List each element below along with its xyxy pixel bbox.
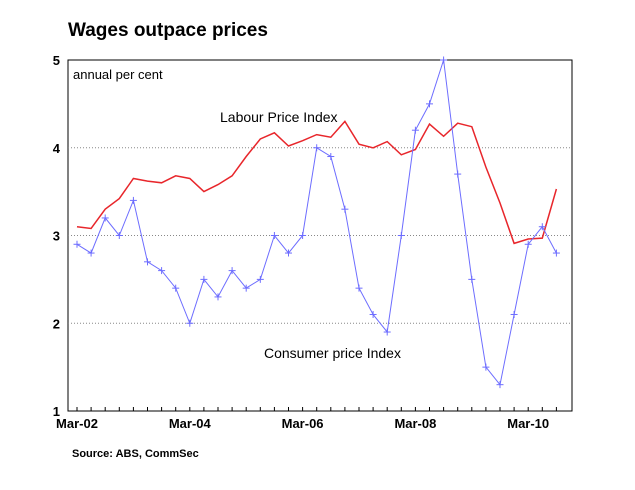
cpi-point	[270, 232, 278, 239]
cpi-point	[355, 284, 363, 292]
cpi-point	[397, 232, 405, 239]
y-tick-label: 5	[53, 53, 60, 68]
x-tick-label: Mar-06	[282, 416, 324, 431]
cpi-point	[468, 275, 476, 283]
cpi-point	[158, 267, 166, 275]
cpi-point	[538, 223, 546, 231]
cpi-point	[186, 319, 194, 327]
cpi-point	[341, 205, 349, 213]
series-label-lpi: Labour Price Index	[220, 109, 338, 125]
cpi-point	[313, 144, 321, 152]
y-tick-label: 4	[53, 141, 61, 156]
cpi-point	[552, 249, 560, 257]
series-label-cpi: Consumer price Index	[264, 345, 401, 361]
cpi-point	[172, 284, 180, 292]
cpi-point	[510, 310, 518, 318]
y-tick-label: 3	[53, 229, 60, 244]
cpi-point	[454, 170, 462, 178]
cpi-point	[299, 232, 307, 239]
series-layer	[73, 56, 560, 389]
cpi-point	[87, 249, 95, 257]
label-layer: 1 2 3 4 5 Mar-02 Mar-04 Mar-06 Mar-08 Mar-10 annua…	[53, 53, 549, 431]
cpi-point	[426, 100, 433, 108]
cpi-point	[73, 240, 81, 248]
cpi-point	[383, 328, 391, 336]
cpi-point	[144, 258, 151, 266]
chart-title: Wages outpace prices	[68, 20, 268, 41]
x-tick-label: Mar-08	[394, 416, 436, 431]
cpi-point	[101, 214, 109, 222]
cpi-point	[524, 240, 532, 248]
cpi-point	[285, 249, 292, 257]
cpi-point	[214, 293, 222, 301]
cpi-point	[482, 363, 490, 371]
source-note: Source: ABS, CommSec	[72, 448, 199, 460]
cpi-point	[115, 232, 123, 239]
cpi-point	[242, 284, 250, 292]
cpi-point	[228, 267, 236, 275]
cpi-point	[129, 196, 137, 204]
x-tick-label: Mar-04	[169, 416, 212, 431]
cpi-point	[496, 381, 504, 389]
cpi-point	[256, 275, 264, 283]
y-tick-label: 1	[53, 404, 60, 419]
cpi-point	[440, 56, 448, 64]
cpi-point	[369, 310, 377, 318]
x-tick-label: Mar-10	[507, 416, 549, 431]
y-tick-label: 2	[53, 316, 60, 331]
cpi-point	[200, 275, 208, 283]
chart-subtitle: annual per cent	[73, 67, 163, 82]
cpi-point	[327, 153, 335, 161]
lpi-line	[76, 120, 558, 245]
cpi-point	[411, 126, 419, 134]
x-tick-label: Mar-02	[56, 416, 98, 431]
